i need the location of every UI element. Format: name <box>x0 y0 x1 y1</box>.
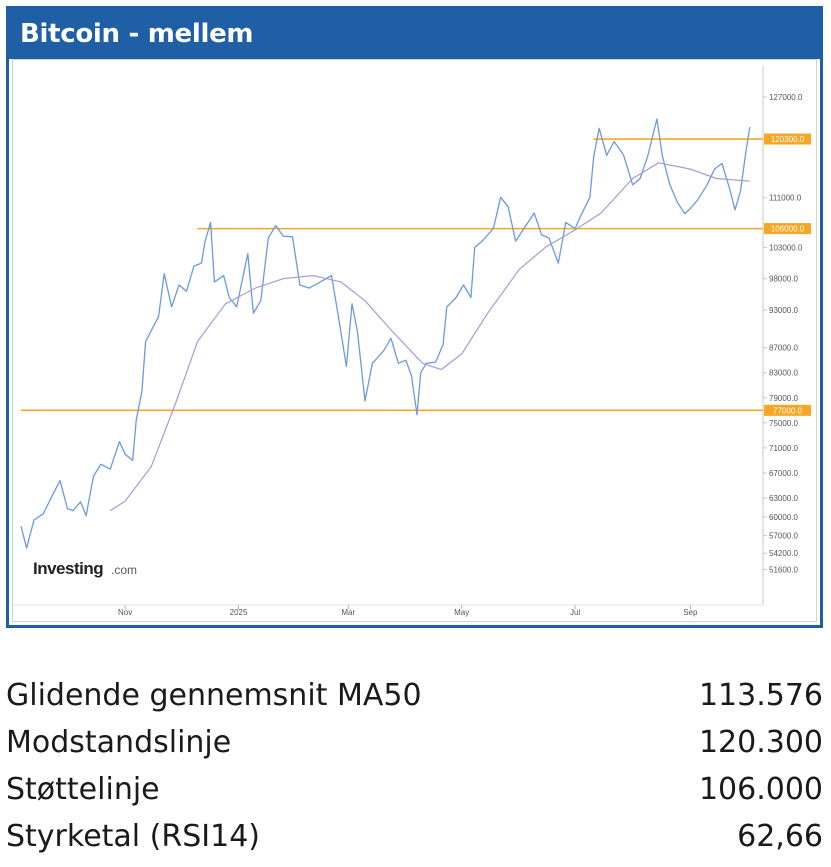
price-series-line <box>20 118 751 549</box>
y-tick-label: 79000.0 <box>769 394 798 403</box>
y-tick-label: 63000.0 <box>769 494 798 503</box>
y-tick-label: 93000.0 <box>769 306 798 315</box>
y-tick-label: 127000.0 <box>769 93 803 102</box>
y-tick-label: 57000.0 <box>769 532 798 541</box>
y-tick-label: 60000.0 <box>769 513 798 522</box>
stats-table: Glidende gennemsnit MA50 113.576 Modstan… <box>6 672 823 860</box>
stat-row-resistance: Modstandslinje 120.300 <box>6 719 823 766</box>
investing-logo-suffix: .com <box>111 563 137 577</box>
level-label: 106000.0 <box>771 225 805 234</box>
y-tick-label: 98000.0 <box>769 275 798 284</box>
y-tick-label: 75000.0 <box>769 419 798 428</box>
x-tick-label: Nov <box>118 608 132 617</box>
stat-row-rsi: Styrketal (RSI14) 62,66 <box>6 813 823 860</box>
y-tick-label: 67000.0 <box>769 469 798 478</box>
stat-label: Støttelinje <box>6 772 160 807</box>
investing-logo: Investing <box>33 559 103 578</box>
y-tick-label: 54200.0 <box>769 549 798 558</box>
chart-title: Bitcoin - mellem <box>9 9 820 59</box>
x-tick-label: 2025 <box>230 608 248 617</box>
y-tick-label: 111000.0 <box>769 193 802 202</box>
y-tick-label: 83000.0 <box>769 369 798 378</box>
stat-label: Modstandslinje <box>6 725 232 760</box>
stat-label: Styrketal (RSI14) <box>6 819 260 854</box>
y-tick-label: 51600.0 <box>769 565 798 574</box>
level-label-bg <box>764 133 811 145</box>
level-label-bg <box>764 223 811 235</box>
y-tick-label: 103000.0 <box>769 243 803 252</box>
stat-row-support: Støttelinje 106.000 <box>6 766 823 813</box>
stat-value: 113.576 <box>698 678 823 713</box>
x-tick-label: Sep <box>683 608 698 617</box>
stat-value: 62,66 <box>737 819 823 854</box>
stat-value: 106.000 <box>698 772 823 807</box>
y-tick-label: 71000.0 <box>769 444 798 453</box>
level-label-bg <box>764 404 811 416</box>
x-tick-label: Jul <box>570 608 580 617</box>
x-tick-label: May <box>454 608 469 617</box>
x-tick-label: Mar <box>341 608 355 617</box>
level-label: 77000.0 <box>773 406 802 415</box>
level-label: 120300.0 <box>771 135 805 144</box>
price-chart: 51600.0 54200.0 57000.0 60000.0 63000.0 67000… <box>13 66 811 617</box>
stat-label: Glidende gennemsnit MA50 <box>6 678 422 713</box>
ma50-series-line <box>109 162 750 512</box>
y-tick-label: 87000.0 <box>769 344 798 353</box>
chart-area: 51600.0 54200.0 57000.0 60000.0 63000.0 67000… <box>12 59 817 622</box>
chart-panel: Bitcoin - mellem 51600.0 54200.0 57000.0 60… <box>6 6 823 628</box>
stat-value: 120.300 <box>698 725 823 760</box>
stat-row-ma50: Glidende gennemsnit MA50 113.576 <box>6 672 823 719</box>
